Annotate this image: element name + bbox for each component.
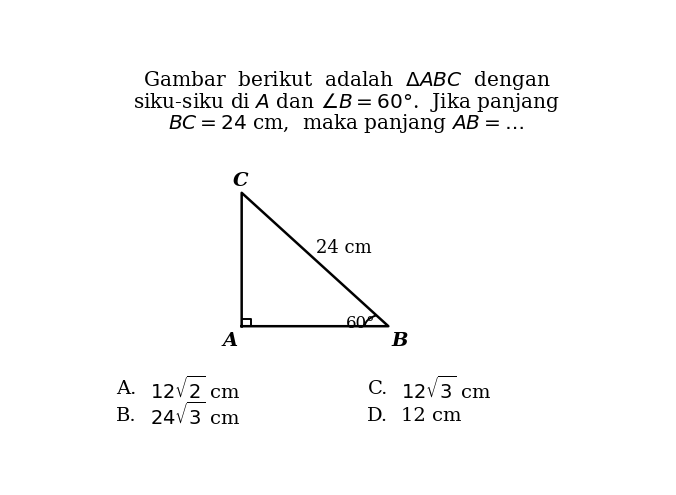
Text: Gambar  berikut  adalah  $\Delta ABC$  dengan: Gambar berikut adalah $\Delta ABC$ denga… <box>143 69 550 92</box>
Text: B.: B. <box>116 407 137 425</box>
Text: $24\sqrt{3}$ cm: $24\sqrt{3}$ cm <box>150 402 241 429</box>
Text: A: A <box>222 332 238 349</box>
Text: $12\sqrt{3}$ cm: $12\sqrt{3}$ cm <box>402 376 492 403</box>
Text: A.: A. <box>116 380 137 398</box>
Text: C.: C. <box>368 380 388 398</box>
Text: siku-siku di $A$ dan $\angle B = 60°$.  Jika panjang: siku-siku di $A$ dan $\angle B = 60°$. J… <box>133 91 560 114</box>
Text: B: B <box>391 332 408 349</box>
Text: $BC = 24$ cm,  maka panjang $AB = \ldots$: $BC = 24$ cm, maka panjang $AB = \ldots$ <box>168 112 525 135</box>
Text: D.: D. <box>368 407 389 425</box>
Text: 24 cm: 24 cm <box>316 239 372 257</box>
Text: 60°: 60° <box>346 315 375 332</box>
Text: 12 cm: 12 cm <box>402 407 462 425</box>
Text: C: C <box>233 172 248 191</box>
Text: $12\sqrt{2}$ cm: $12\sqrt{2}$ cm <box>150 376 241 403</box>
